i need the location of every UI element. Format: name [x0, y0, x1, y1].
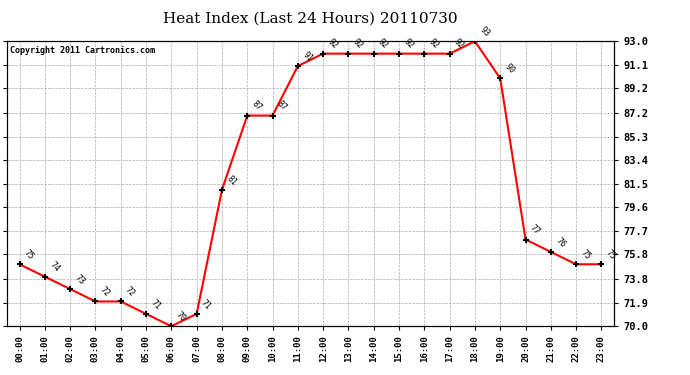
Text: 81: 81 — [225, 174, 238, 187]
Text: 70: 70 — [174, 310, 188, 324]
Text: 73: 73 — [73, 273, 86, 286]
Text: 92: 92 — [377, 38, 390, 51]
Text: 92: 92 — [402, 38, 415, 51]
Text: 92: 92 — [351, 38, 364, 51]
Text: Copyright 2011 Cartronics.com: Copyright 2011 Cartronics.com — [10, 45, 155, 54]
Text: 74: 74 — [48, 261, 61, 274]
Text: 92: 92 — [326, 38, 339, 51]
Text: 76: 76 — [553, 236, 567, 249]
Text: 91: 91 — [301, 50, 314, 63]
Text: 77: 77 — [529, 223, 542, 237]
Text: 92: 92 — [453, 38, 466, 51]
Text: 72: 72 — [124, 285, 137, 299]
Text: 71: 71 — [199, 298, 213, 311]
Text: 75: 75 — [604, 248, 618, 261]
Text: 92: 92 — [427, 38, 440, 51]
Text: 90: 90 — [503, 62, 516, 76]
Text: 87: 87 — [250, 99, 264, 113]
Text: 75: 75 — [579, 248, 592, 261]
Text: 72: 72 — [98, 285, 112, 299]
Text: 71: 71 — [149, 298, 162, 311]
Text: 75: 75 — [22, 248, 36, 261]
Text: 93: 93 — [477, 25, 491, 39]
Text: Heat Index (Last 24 Hours) 20110730: Heat Index (Last 24 Hours) 20110730 — [164, 11, 457, 25]
Text: 87: 87 — [275, 99, 288, 113]
